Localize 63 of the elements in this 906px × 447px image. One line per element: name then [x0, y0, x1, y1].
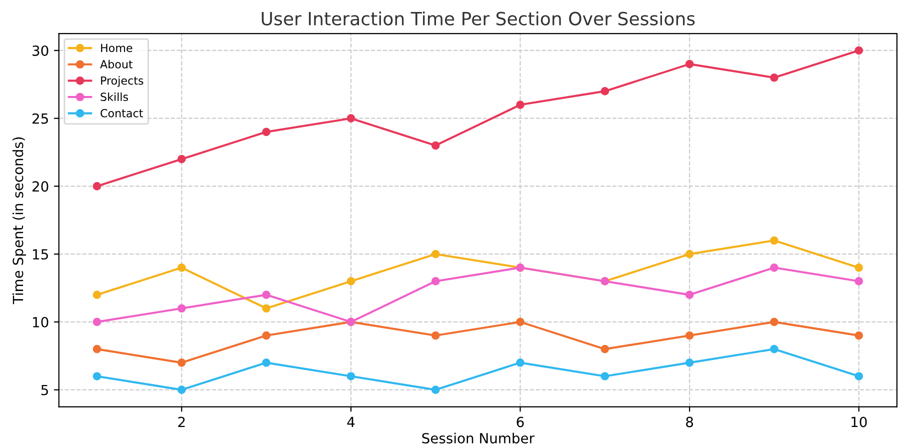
point: [770, 73, 778, 82]
point: [854, 46, 864, 55]
point: [770, 263, 778, 272]
point: [516, 358, 524, 367]
point: [262, 290, 270, 299]
point: [854, 372, 864, 380]
legend-label: Home: [101, 44, 132, 52]
y-axis-title: Time Spent (in seconds): [12, 137, 26, 304]
x-tick-label: 2: [178, 416, 185, 428]
x-tick-label: 10: [852, 416, 867, 428]
point: [600, 87, 610, 96]
point: [685, 60, 694, 68]
point: [92, 372, 102, 380]
x-axis-title: Session Number: [422, 432, 535, 444]
point: [92, 290, 102, 299]
point: [770, 318, 778, 326]
point: [854, 277, 864, 286]
point: [262, 128, 270, 136]
point: [516, 318, 524, 326]
point: [431, 141, 440, 150]
point: [685, 250, 694, 258]
y-tick-label: 5: [41, 384, 48, 396]
point: [854, 263, 864, 272]
point: [600, 344, 610, 354]
y-tick-label: 20: [32, 181, 48, 192]
point: [177, 358, 186, 367]
point: [516, 100, 524, 109]
point: [431, 250, 440, 258]
point: [177, 154, 186, 164]
x-tick-label: 8: [686, 416, 694, 428]
chart-title: User Interaction Time Per Section Over Sessions: [262, 11, 695, 26]
x-tick-label: 4: [347, 416, 355, 428]
y-tick-label: 30: [32, 45, 48, 56]
legend-label: Projects: [101, 76, 144, 87]
x-tick-label: 6: [516, 416, 524, 428]
point: [685, 290, 694, 299]
point: [92, 344, 102, 354]
point: [92, 182, 102, 190]
point: [770, 236, 778, 245]
point: [685, 358, 694, 367]
point: [346, 114, 356, 123]
point: [431, 277, 440, 286]
point: [262, 304, 270, 313]
point: [431, 331, 440, 340]
legend-label: Skills: [100, 92, 128, 102]
point: [177, 263, 186, 272]
legend-label: Contact: [100, 108, 143, 118]
y-tick-label: 10: [33, 316, 48, 328]
point: [262, 331, 270, 340]
point: [177, 304, 186, 313]
point: [685, 331, 694, 340]
point: [346, 372, 356, 380]
point: [431, 386, 440, 394]
point: [770, 344, 778, 354]
point: [346, 277, 356, 286]
y-tick-label: 25: [32, 113, 48, 124]
y-tick-label: 15: [33, 249, 48, 260]
point: [177, 386, 186, 394]
legend-label: About: [100, 60, 133, 68]
point: [600, 372, 610, 380]
point: [262, 358, 270, 367]
point: [92, 318, 102, 326]
point: [854, 331, 864, 340]
